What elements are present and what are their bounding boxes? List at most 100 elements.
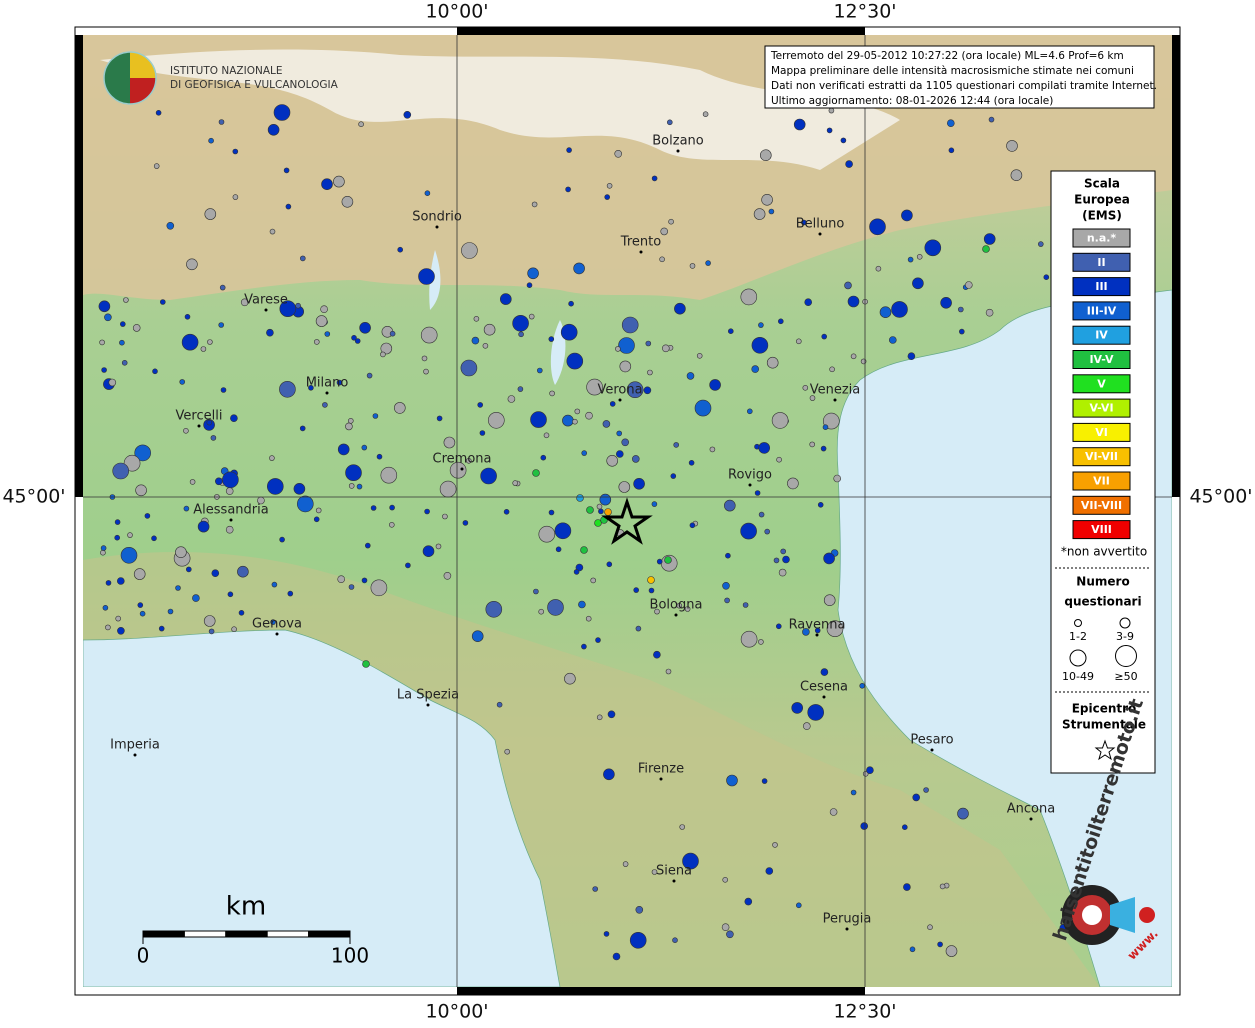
observation-dot <box>740 630 758 648</box>
observation-dot <box>518 331 524 338</box>
observation-dot <box>376 453 383 460</box>
city-marker <box>676 149 680 153</box>
observation-dot <box>443 436 456 449</box>
observation-dot <box>821 333 828 340</box>
observation-dot <box>114 519 121 525</box>
observation-dot <box>98 300 111 313</box>
observation-dot <box>364 542 371 549</box>
observation-dot <box>269 228 276 235</box>
observation-dot <box>614 150 623 158</box>
observation-dot <box>860 822 869 830</box>
city-label: Genova <box>252 617 302 632</box>
observation-dot <box>604 194 611 200</box>
city-label: Perugia <box>823 912 872 927</box>
observation-dot <box>393 402 406 414</box>
observation-dot <box>460 359 478 377</box>
observation-dot <box>833 474 842 483</box>
legend-class: IV-V <box>1089 353 1114 366</box>
observation-dot <box>778 568 787 577</box>
observation-dot <box>660 227 669 236</box>
observation-dot <box>820 668 829 676</box>
observation-dot <box>532 469 540 477</box>
observation-dot <box>795 902 802 909</box>
city-label: Milano <box>306 376 349 391</box>
lon-label: 10°00' <box>425 1001 488 1023</box>
terrain <box>83 35 1172 987</box>
observation-dot <box>471 336 480 345</box>
observation-dot <box>758 322 764 328</box>
scale-label: 0 <box>137 944 150 968</box>
city-marker <box>618 398 622 402</box>
observation-dot <box>772 842 778 848</box>
observation-dot <box>232 148 239 155</box>
observation-dot <box>133 568 146 580</box>
observation-dot <box>127 532 133 538</box>
legend-subtitle: Strumentale <box>1062 718 1146 732</box>
frame-band <box>75 35 83 497</box>
observation-dot <box>166 222 175 230</box>
observation-dot <box>528 313 535 320</box>
legend-swatch <box>1072 422 1131 442</box>
observation-dot <box>689 522 696 529</box>
observation-dot <box>538 608 545 615</box>
observation-dot <box>270 619 276 625</box>
legend-title: Scala <box>1084 177 1120 191</box>
observation-dot <box>160 299 166 305</box>
observation-dot <box>573 262 585 275</box>
observation-dot <box>370 505 377 511</box>
observation-dot <box>845 160 853 168</box>
observation-dot <box>321 178 333 190</box>
observation-dot <box>661 344 670 353</box>
observation-dot <box>222 471 239 489</box>
observation-dot <box>619 360 632 373</box>
observation-dot <box>626 381 644 399</box>
frame-band <box>1172 35 1180 497</box>
observation-dot <box>866 766 874 775</box>
observation-dot <box>958 328 965 335</box>
observation-dot <box>844 281 852 290</box>
observation-dot <box>153 163 160 169</box>
observation-dot <box>504 748 511 755</box>
observation-dot <box>119 339 125 346</box>
observation-dot <box>351 334 357 341</box>
logo-text: ISTITUTO NAZIONALE <box>170 65 283 77</box>
observation-dot <box>651 869 658 875</box>
observation-dot <box>313 516 320 523</box>
observation-dot <box>901 824 908 831</box>
observation-dot <box>345 464 362 482</box>
observation-dot <box>826 620 844 638</box>
legend-swatch <box>1072 301 1131 321</box>
observation-dot <box>581 450 588 456</box>
legend-title: (EMS) <box>1082 209 1122 223</box>
legend-subtitle: Numero <box>1076 575 1129 589</box>
legend-class: VII-VIII <box>1081 499 1122 512</box>
scale-segment <box>183 930 227 938</box>
observation-dot <box>218 322 224 328</box>
observation-dot <box>631 455 640 463</box>
city-marker <box>275 632 279 636</box>
observation-dot <box>666 119 673 126</box>
observation-dot <box>237 565 249 578</box>
observation-dot <box>946 119 955 127</box>
observation-dot <box>308 384 314 391</box>
observation-dot <box>354 338 361 344</box>
observation-dot <box>829 808 838 816</box>
city-label: Sondrio <box>412 210 462 225</box>
observation-dot <box>283 167 290 174</box>
city-marker <box>748 483 752 487</box>
observation-dot <box>380 466 398 484</box>
observation-dot <box>548 509 555 516</box>
city-marker <box>822 695 826 699</box>
observation-dot <box>612 952 621 961</box>
observation-dot <box>822 424 829 431</box>
frame-band <box>457 987 865 995</box>
observation-dot <box>100 545 107 551</box>
observation-dot <box>746 408 753 415</box>
observation-dot <box>461 242 478 259</box>
observation-dot <box>576 494 584 502</box>
observation-dot <box>359 321 371 334</box>
observation-dot <box>725 552 731 559</box>
observation-dot <box>104 313 112 322</box>
observation-dot <box>219 284 226 291</box>
observation-dot <box>356 483 363 490</box>
